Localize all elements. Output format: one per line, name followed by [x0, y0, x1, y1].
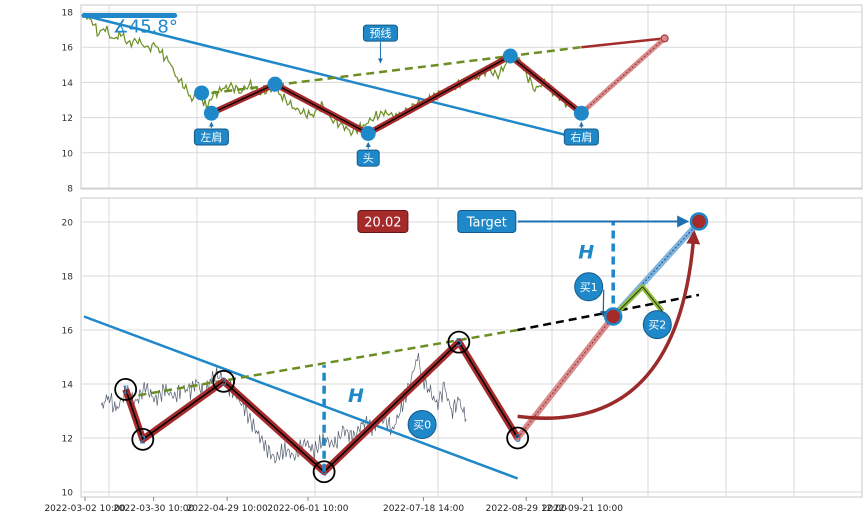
bottom-pattern-point — [131, 427, 155, 451]
top-pattern-point — [502, 48, 518, 64]
bottom-y-tick-label: 18 — [62, 273, 74, 283]
bottom-y-tick-label: 12 — [62, 435, 73, 445]
top-price-line — [83, 13, 582, 137]
bottom-buy-label: 买0 — [413, 419, 431, 432]
top-y-axis-ticks: 8 10 12 14 16 18 — [62, 9, 74, 195]
top-y-tick-label: 14 — [62, 79, 74, 89]
top-plot-area — [80, 4, 863, 190]
top-y-tick-label: 18 — [62, 9, 74, 19]
top-annotation-label: 右肩 — [570, 130, 592, 144]
bottom-buy-marker — [574, 272, 604, 302]
top-angle-label: ∡45.8° — [113, 16, 178, 37]
bottom-buy-marker — [407, 410, 437, 439]
bottom-x-tick-label: 2022-04-29 10:00 — [187, 504, 268, 514]
bottom-target-point — [689, 212, 709, 231]
bottom-y-tick-label: 20 — [62, 219, 74, 229]
bottom-pattern-point-label: 2 — [139, 433, 146, 446]
bottom-pattern-point-label: 5 — [455, 336, 462, 349]
top-y-tick-label: 10 — [62, 149, 74, 159]
bottom-breakout-arrow — [517, 230, 701, 420]
bottom-value-label: 20.02 — [364, 215, 401, 230]
top-annotations: ∡45.8° 左肩 预线头 右肩 — [113, 16, 599, 167]
top-pattern-point — [360, 125, 376, 141]
top-neckline — [211, 45, 582, 95]
bottom-pattern-point — [447, 330, 471, 354]
bottom-x-tick-label: 2022-06-01 10:00 — [267, 504, 348, 514]
top-annotation-label: 预线 — [369, 26, 391, 40]
bottom-height-label: H — [578, 242, 594, 264]
bottom-y-axis-ticks: 10 12 14 16 18 20 — [62, 219, 74, 499]
top-pattern-point — [194, 85, 210, 101]
bottom-buy-arrow — [600, 289, 607, 318]
bottom-zigzag-line — [612, 286, 663, 317]
top-pattern-point — [573, 105, 589, 121]
bottom-target-box — [457, 209, 517, 233]
top-annotation-box — [193, 128, 229, 146]
bottom-pattern-point-label: 1 — [122, 383, 129, 396]
bottom-pattern-point-label: 4 — [321, 466, 328, 479]
bottom-pattern-point — [312, 460, 336, 484]
bottom-trend-line — [83, 315, 519, 480]
bottom-buy-label: 买1 — [580, 281, 598, 294]
top-annotation-box — [356, 149, 380, 167]
bottom-target-label: Target — [466, 215, 507, 230]
top-y-tick-label: 16 — [62, 44, 74, 54]
top-neckline-extension — [581, 37, 665, 49]
top-annotation-label: 左肩 — [200, 130, 222, 144]
bottom-pattern-point-label: 3 — [220, 375, 227, 388]
top-trend-line — [83, 14, 575, 139]
bottom-x-tick-label: 2022-09-21 10:00 — [542, 504, 623, 514]
bottom-buy-marker — [642, 310, 672, 340]
bottom-y-tick-label: 16 — [62, 327, 74, 337]
bottom-height-label: H — [348, 385, 364, 407]
top-annotation-box — [362, 24, 398, 42]
bottom-pattern-point — [212, 369, 236, 393]
top-chart-marks — [81, 13, 669, 141]
bottom-value-box — [357, 209, 409, 233]
top-projection-end — [660, 34, 669, 43]
bottom-buy-label: 买2 — [648, 319, 666, 332]
top-y-tick-label: 8 — [67, 185, 73, 195]
bottom-x-tick-label: 2022-07-18 14:00 — [383, 504, 464, 514]
top-annotation-label: 头 — [363, 152, 374, 165]
bottom-annotations: 1 2 3 4 5 6 H H 20.02 Target 买0 买1 买2 — [114, 209, 709, 484]
top-pattern-point — [203, 105, 219, 121]
bottom-pattern-point-label: 6 — [514, 432, 521, 445]
bottom-pattern-point — [506, 426, 530, 450]
top-annotation-box — [563, 128, 599, 146]
bottom-chart-marks — [83, 219, 702, 480]
bottom-gridlines — [81, 198, 862, 497]
bottom-y-tick-label: 14 — [62, 381, 74, 391]
top-y-tick-label: 12 — [62, 114, 73, 124]
bottom-y-tick-label: 10 — [62, 489, 74, 499]
bottom-neckline — [125, 328, 518, 399]
bottom-plot-area — [80, 197, 863, 498]
bottom-x-tick-label: 2022-03-30 10:00 — [113, 504, 194, 514]
bottom-pattern-point — [114, 377, 138, 401]
bottom-buy-point-dot — [603, 307, 623, 326]
bottom-pattern-line — [124, 341, 519, 473]
top-panel: 8 10 12 14 16 18 ∡45.8° 左肩 预线头 右肩 — [62, 4, 863, 195]
bottom-x-tick-label: 2022-08-29 12:00 — [486, 504, 567, 514]
bottom-x-tick-label: 2022-03-02 10:00 — [44, 504, 125, 514]
top-pattern-point — [267, 76, 283, 92]
top-projection-line — [581, 38, 665, 114]
